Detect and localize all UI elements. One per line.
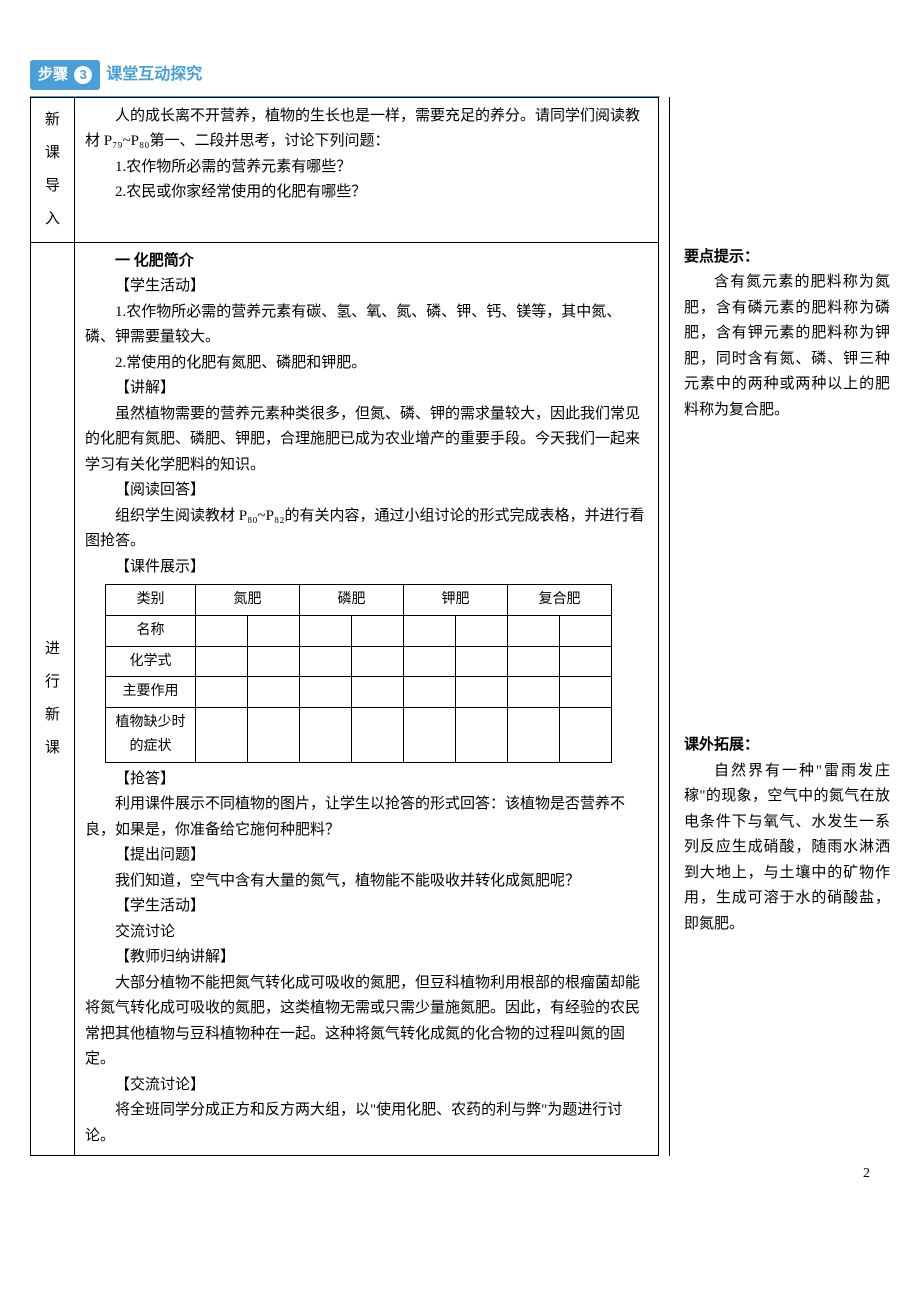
intro-q2: 2.农民或你家经常使用的化肥有哪些？ [85, 180, 648, 206]
ft-cell [248, 615, 300, 646]
ft-h-3: 主要作用 [106, 677, 196, 708]
ft-cell [560, 677, 612, 708]
ft-c-2: 钾肥 [404, 585, 508, 616]
discuss-text: 将全班同学分成正方和反方两大组，以"使用化肥、农药的利与弊"为题进行讨论。 [85, 1098, 648, 1149]
tag-explain: 【讲解】 [85, 376, 648, 402]
intro-text: 人的成长离不开营养，植物的生长也是一样，需要充足的养分。请同学们阅读教材 P₇₉… [85, 104, 648, 155]
ft-cell [196, 646, 248, 677]
row-body-lesson: 一 化肥简介 【学生活动】 1.农作物所必需的营养元素有碳、氢、氧、氮、磷、钾、… [75, 242, 659, 1156]
row-lesson: 进行新课 一 化肥简介 【学生活动】 1.农作物所必需的营养元素有碳、氢、氧、氮… [31, 242, 659, 1156]
ft-cell [404, 646, 456, 677]
ft-cell [300, 677, 352, 708]
ft-cell [560, 646, 612, 677]
step-header: 步骤 3 课堂互动探究 [30, 60, 660, 90]
ft-cell [560, 708, 612, 763]
side-spacer-1 [684, 105, 890, 245]
step-header-underline: 步骤 3 课堂互动探究 [30, 60, 660, 97]
intro-q1: 1.农作物所必需的营养元素有哪些？ [85, 155, 648, 181]
page: 步骤 3 课堂互动探究 新课导入 人的成长离不开营养，植物的生长也是一样，需要充… [30, 60, 890, 1156]
step-badge: 步骤 3 [30, 60, 100, 90]
ft-cell [404, 708, 456, 763]
ft-c-0: 氮肥 [196, 585, 300, 616]
ft-row-function: 主要作用 [106, 677, 612, 708]
ft-cell [456, 677, 508, 708]
side-body-2: 自然界有一种"雷雨发庄稼"的现象，空气中的氮气在放电条件下与氧气、水发生一系列反… [684, 759, 890, 938]
side-title-2: 课外拓展： [684, 733, 890, 759]
ft-h-2: 化学式 [106, 646, 196, 677]
ft-cell [196, 615, 248, 646]
ft-cell [196, 708, 248, 763]
explain-text: 虽然植物需要的营养元素种类很多，但氮、磷、钾的需求量较大，因此我们常见的化肥有氮… [85, 402, 648, 479]
side-title-1: 要点提示： [684, 245, 890, 271]
step-badge-text: 步骤 [38, 66, 68, 83]
tag-quiz: 【抢答】 [85, 767, 648, 793]
ft-h-4: 植物缺少时的症状 [106, 708, 196, 763]
ft-c-3: 复合肥 [508, 585, 612, 616]
ft-cell [352, 646, 404, 677]
page-number: 2 [863, 1162, 870, 1186]
fertilizer-table: 类别 氮肥 磷肥 钾肥 复合肥 名称 [105, 584, 612, 763]
ft-cell [352, 677, 404, 708]
row-label-intro: 新课导入 [31, 97, 75, 242]
ft-cell [456, 708, 508, 763]
tag-teacher: 【教师归纳讲解】 [85, 945, 648, 971]
section-title-1: 一 化肥简介 [85, 249, 648, 275]
activity-2-text: 交流讨论 [85, 920, 648, 946]
tag-activity-2: 【学生活动】 [85, 894, 648, 920]
ft-cell [196, 677, 248, 708]
ft-cell [404, 677, 456, 708]
ft-header-row: 类别 氮肥 磷肥 钾肥 复合肥 [106, 585, 612, 616]
ft-h-1: 名称 [106, 615, 196, 646]
ft-cell [300, 615, 352, 646]
ft-c-1: 磷肥 [300, 585, 404, 616]
row-label-lesson: 进行新课 [31, 242, 75, 1156]
row-intro: 新课导入 人的成长离不开营养，植物的生长也是一样，需要充足的养分。请同学们阅读教… [31, 97, 659, 242]
row-body-intro: 人的成长离不开营养，植物的生长也是一样，需要充足的养分。请同学们阅读教材 P₇₉… [75, 97, 659, 242]
content-area: 新课导入 人的成长离不开营养，植物的生长也是一样，需要充足的养分。请同学们阅读教… [30, 97, 890, 1157]
ft-cell [248, 646, 300, 677]
ft-cell [508, 677, 560, 708]
ft-cell [352, 708, 404, 763]
side-spacer-2 [684, 483, 890, 733]
ft-cell [456, 615, 508, 646]
tag-activity-1: 【学生活动】 [85, 274, 648, 300]
main-column: 新课导入 人的成长离不开营养，植物的生长也是一样，需要充足的养分。请同学们阅读教… [30, 97, 670, 1157]
ft-cell [456, 646, 508, 677]
ft-cell [508, 646, 560, 677]
reading-text: 组织学生阅读教材 P₈₀~P₈₂的有关内容，通过小组讨论的形式完成表格，并进行看… [85, 504, 648, 555]
tag-question: 【提出问题】 [85, 843, 648, 869]
tag-reading: 【阅读回答】 [85, 478, 648, 504]
side-note-1: 要点提示： 含有氮元素的肥料称为氮肥，含有磷元素的肥料称为磷肥，含有钾元素的肥料… [684, 245, 890, 424]
side-note-2: 课外拓展： 自然界有一种"雷雨发庄稼"的现象，空气中的氮气在放电条件下与氧气、水… [684, 733, 890, 937]
ft-row-formula: 化学式 [106, 646, 612, 677]
step-number: 3 [74, 66, 92, 84]
quiz-text: 利用课件展示不同植物的图片，让学生以抢答的形式回答：该植物是否营养不良，如果是，… [85, 792, 648, 843]
activity-a2: 2.常使用的化肥有氮肥、磷肥和钾肥。 [85, 351, 648, 377]
tag-courseware: 【课件展示】 [85, 555, 648, 581]
ft-cell [560, 615, 612, 646]
ft-cell [508, 708, 560, 763]
tag-discuss: 【交流讨论】 [85, 1073, 648, 1099]
ft-cell [248, 708, 300, 763]
ft-row-name: 名称 [106, 615, 612, 646]
lesson-table: 新课导入 人的成长离不开营养，植物的生长也是一样，需要充足的养分。请同学们阅读教… [30, 97, 659, 1157]
ft-row-symptom: 植物缺少时的症状 [106, 708, 612, 763]
question-text: 我们知道，空气中含有大量的氮气，植物能不能吸收并转化成氮肥呢？ [85, 869, 648, 895]
ft-cell [248, 677, 300, 708]
side-body-1: 含有氮元素的肥料称为氮肥，含有磷元素的肥料称为磷肥，含有钾元素的肥料称为钾肥，同… [684, 270, 890, 423]
activity-a1: 1.农作物所必需的营养元素有碳、氢、氧、氮、磷、钾、钙、镁等，其中氮、磷、钾需要… [85, 300, 648, 351]
ft-h-0: 类别 [106, 585, 196, 616]
ft-cell [300, 708, 352, 763]
step-title: 课堂互动探究 [106, 61, 202, 88]
teacher-text: 大部分植物不能把氮气转化成可吸收的氮肥，但豆科植物利用根部的根瘤菌却能将氮气转化… [85, 971, 648, 1073]
ft-cell [404, 615, 456, 646]
ft-cell [352, 615, 404, 646]
ft-cell [300, 646, 352, 677]
side-column: 要点提示： 含有氮元素的肥料称为氮肥，含有磷元素的肥料称为磷肥，含有钾元素的肥料… [670, 97, 890, 1157]
ft-cell [508, 615, 560, 646]
